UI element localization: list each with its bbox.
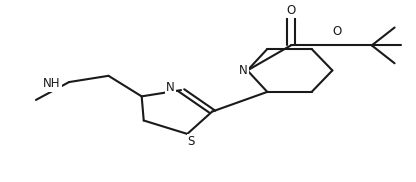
Text: O: O <box>332 25 341 38</box>
Text: NH: NH <box>43 77 61 90</box>
Text: N: N <box>239 64 248 77</box>
Text: N: N <box>166 81 175 94</box>
Text: S: S <box>188 135 195 149</box>
Text: O: O <box>286 4 295 17</box>
